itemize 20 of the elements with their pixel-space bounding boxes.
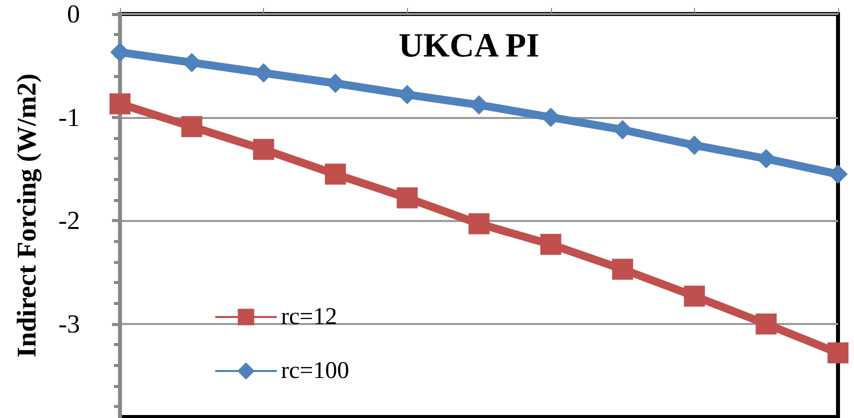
point (396, 187, 418, 208)
point (324, 164, 346, 185)
y-tick-label: -1 (58, 102, 80, 132)
legend-label: rc=100 (281, 358, 350, 384)
y-tick-label: -2 (58, 206, 80, 236)
y-tick-label: 0 (67, 0, 80, 28)
point (612, 258, 634, 280)
point (468, 213, 490, 234)
point (828, 164, 848, 184)
y-axis-title: Indirect Forcing (W/m2) (12, 74, 42, 358)
point (181, 116, 202, 138)
legend-label: rc=12 (281, 304, 338, 330)
point (110, 93, 130, 114)
point (253, 138, 274, 160)
point (828, 342, 848, 364)
chart-title: UKCA PI (398, 28, 540, 64)
point (540, 234, 562, 255)
y-tick-label: -3 (58, 310, 80, 338)
point (684, 286, 705, 307)
point (756, 314, 777, 334)
